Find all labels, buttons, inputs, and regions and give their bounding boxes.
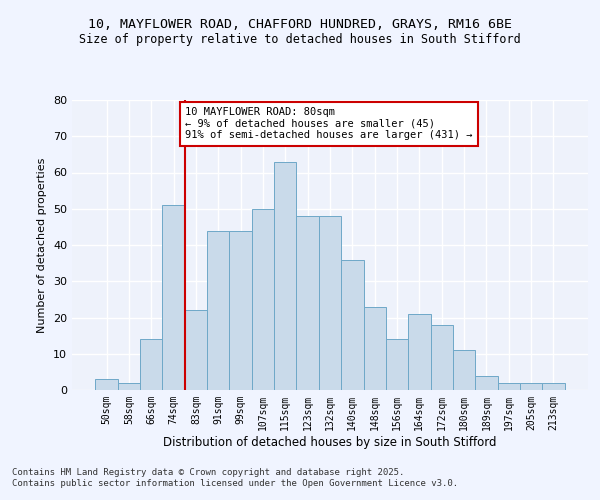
Bar — [542, 383, 565, 390]
Bar — [207, 230, 229, 390]
Bar — [252, 209, 274, 390]
Bar — [118, 383, 140, 390]
Bar — [364, 306, 386, 390]
Bar — [497, 383, 520, 390]
Bar — [386, 339, 408, 390]
Bar — [341, 260, 364, 390]
Bar — [95, 379, 118, 390]
Bar — [520, 383, 542, 390]
Bar — [185, 310, 207, 390]
Bar — [296, 216, 319, 390]
Text: Contains HM Land Registry data © Crown copyright and database right 2025.
Contai: Contains HM Land Registry data © Crown c… — [12, 468, 458, 487]
Bar — [140, 339, 163, 390]
Bar — [475, 376, 497, 390]
X-axis label: Distribution of detached houses by size in South Stifford: Distribution of detached houses by size … — [163, 436, 497, 448]
Bar — [163, 205, 185, 390]
Bar — [431, 325, 453, 390]
Bar — [274, 162, 296, 390]
Text: 10, MAYFLOWER ROAD, CHAFFORD HUNDRED, GRAYS, RM16 6BE: 10, MAYFLOWER ROAD, CHAFFORD HUNDRED, GR… — [88, 18, 512, 30]
Text: Size of property relative to detached houses in South Stifford: Size of property relative to detached ho… — [79, 32, 521, 46]
Bar — [453, 350, 475, 390]
Bar — [229, 230, 252, 390]
Bar — [408, 314, 431, 390]
Y-axis label: Number of detached properties: Number of detached properties — [37, 158, 47, 332]
Text: 10 MAYFLOWER ROAD: 80sqm
← 9% of detached houses are smaller (45)
91% of semi-de: 10 MAYFLOWER ROAD: 80sqm ← 9% of detache… — [185, 108, 472, 140]
Bar — [319, 216, 341, 390]
